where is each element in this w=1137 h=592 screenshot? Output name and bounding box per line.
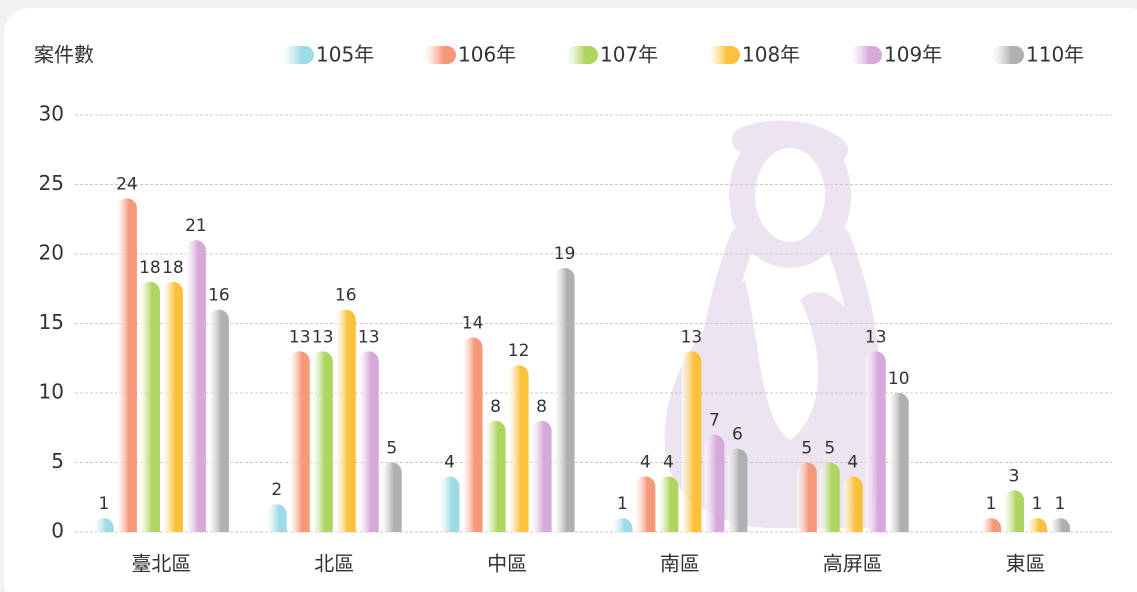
bar xyxy=(462,337,483,532)
value-label: 5 xyxy=(386,439,397,459)
y-tick-label: 30 xyxy=(39,102,64,126)
value-label: 4 xyxy=(640,452,651,472)
value-label: 18 xyxy=(162,258,184,278)
bar xyxy=(727,448,748,532)
legend-swatch xyxy=(282,46,314,64)
value-label: 13 xyxy=(358,327,380,347)
bar xyxy=(981,518,1002,532)
value-label: 8 xyxy=(536,397,547,417)
legend-label: 107年 xyxy=(600,43,658,67)
value-label: 4 xyxy=(444,452,455,472)
legend-swatch xyxy=(992,46,1024,64)
bar xyxy=(531,420,552,532)
legend-swatch xyxy=(424,46,456,64)
y-tick-label: 15 xyxy=(39,310,64,334)
bar xyxy=(612,518,633,532)
value-label: 4 xyxy=(847,452,858,472)
value-label: 1 xyxy=(986,494,997,514)
value-label: 10 xyxy=(888,369,910,389)
x-tick-label: 北區 xyxy=(314,552,354,576)
value-label: 19 xyxy=(554,244,576,264)
value-label: 1 xyxy=(1055,494,1066,514)
value-label: 12 xyxy=(508,341,530,361)
bar xyxy=(335,309,356,532)
value-label: 13 xyxy=(681,327,703,347)
value-label: 2 xyxy=(271,480,282,500)
bar xyxy=(185,240,206,532)
value-label: 18 xyxy=(139,258,161,278)
bar xyxy=(1004,490,1025,532)
bar xyxy=(819,462,840,532)
value-label: 13 xyxy=(289,327,311,347)
bar xyxy=(116,198,137,532)
bar xyxy=(658,476,679,532)
bar xyxy=(1050,518,1071,532)
value-label: 1 xyxy=(617,494,628,514)
x-tick-label: 南區 xyxy=(660,552,700,576)
bar xyxy=(865,351,886,532)
value-label: 6 xyxy=(732,425,743,445)
value-label: 13 xyxy=(865,327,887,347)
legend-label: 109年 xyxy=(884,43,942,67)
bar xyxy=(381,462,402,532)
value-label: 1 xyxy=(99,494,110,514)
bar xyxy=(1027,518,1048,532)
x-tick-label: 臺北區 xyxy=(131,552,191,576)
y-tick-label: 5 xyxy=(51,449,64,473)
bar xyxy=(162,281,183,532)
bar xyxy=(635,476,656,532)
y-tick-label: 20 xyxy=(39,241,64,265)
bar xyxy=(289,351,310,532)
legend-label: 110年 xyxy=(1026,43,1084,67)
value-label: 16 xyxy=(208,286,230,306)
value-label: 13 xyxy=(312,327,334,347)
bar xyxy=(842,476,863,532)
value-label: 7 xyxy=(709,411,720,431)
value-label: 8 xyxy=(490,397,501,417)
bar xyxy=(139,281,160,532)
y-axis-label: 案件數 xyxy=(34,43,94,67)
legend-swatch xyxy=(708,46,740,64)
legend-swatch xyxy=(850,46,882,64)
bar xyxy=(888,393,909,532)
y-tick-label: 0 xyxy=(51,519,64,543)
value-label: 4 xyxy=(663,452,674,472)
value-label: 5 xyxy=(801,439,812,459)
value-label: 21 xyxy=(185,216,207,236)
y-tick-label: 10 xyxy=(39,380,64,404)
value-label: 5 xyxy=(824,439,835,459)
bar xyxy=(358,351,379,532)
bar xyxy=(796,462,817,532)
bar xyxy=(554,267,575,532)
x-tick-label: 東區 xyxy=(1006,552,1046,576)
x-tick-label: 高屏區 xyxy=(823,552,883,576)
legend-swatch xyxy=(566,46,598,64)
bar xyxy=(508,365,529,532)
bar xyxy=(93,518,114,532)
value-label: 16 xyxy=(335,286,357,306)
legend-label: 105年 xyxy=(316,43,374,67)
bar xyxy=(704,434,725,532)
value-label: 3 xyxy=(1009,466,1020,486)
legend-label: 106年 xyxy=(458,43,516,67)
bar xyxy=(208,309,229,532)
x-tick-label: 中區 xyxy=(487,552,527,576)
bar xyxy=(312,351,333,532)
bar xyxy=(439,476,460,532)
bar xyxy=(485,420,506,532)
legend-label: 108年 xyxy=(742,43,800,67)
y-tick-label: 25 xyxy=(39,171,64,195)
value-label: 24 xyxy=(116,174,138,194)
bar xyxy=(681,351,702,532)
value-label: 14 xyxy=(462,313,484,333)
value-label: 1 xyxy=(1032,494,1043,514)
bar xyxy=(266,504,287,532)
